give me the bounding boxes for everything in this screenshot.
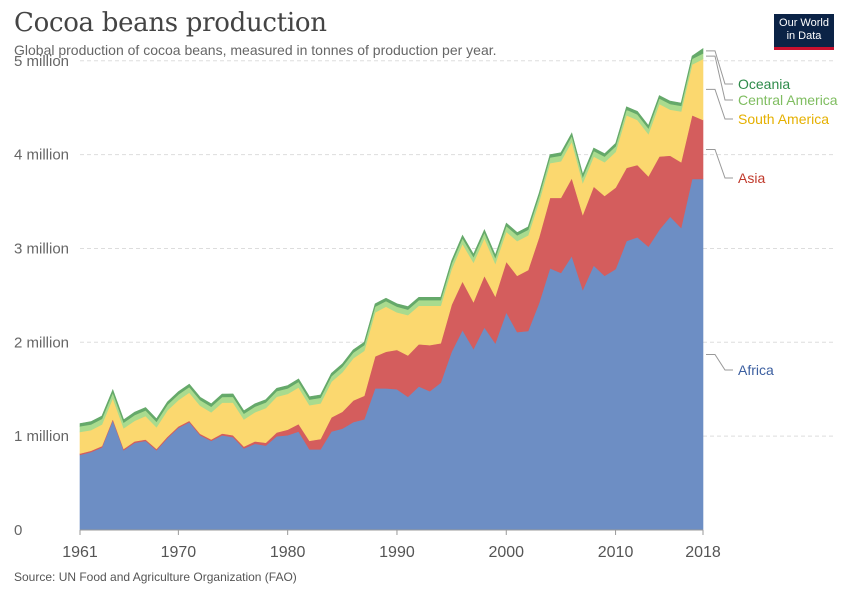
y-tick-label: 0	[14, 522, 22, 539]
y-tick-label: 3 million	[14, 240, 69, 257]
axes: 0 1 million 2 million 3 million 4 million 5 m…	[14, 53, 721, 561]
series-label-oceania: Oceania	[738, 76, 790, 92]
x-tick-label: 1970	[161, 544, 197, 561]
x-tick-label: 2010	[598, 544, 634, 561]
chart-title: Cocoa beans production	[14, 8, 327, 38]
series-label-asia: Asia	[738, 170, 765, 186]
series-leader-line	[706, 354, 733, 371]
area-oceania	[79, 48, 704, 427]
series-leader-line	[706, 149, 733, 179]
x-tick-label: 1980	[270, 544, 306, 561]
y-tick-label: 2 million	[14, 334, 69, 351]
logo-line-2: in Data	[786, 30, 822, 42]
y-tick-label: 5 million	[14, 53, 69, 70]
x-tick-label: 1961	[62, 544, 98, 561]
owid-logo[interactable]: Our World in Data	[774, 14, 834, 50]
series-label-central-america: Central America	[738, 92, 838, 108]
chart-subtitle: Global production of cocoa beans, measur…	[14, 42, 497, 58]
area-series-layer	[79, 48, 704, 531]
series-leader-line	[706, 50, 733, 85]
x-tick-label: 1990	[379, 544, 415, 561]
x-tick-label: 2018	[685, 544, 721, 561]
y-tick-label: 4 million	[14, 147, 69, 164]
series-label-africa: Africa	[738, 362, 774, 378]
series-leader-line	[706, 55, 733, 101]
logo-line-1: Our World	[779, 17, 829, 29]
series-leader-line	[706, 88, 733, 120]
y-tick-label: 1 million	[14, 428, 69, 445]
series-labels: Africa Asia South America Central AmericaOc…	[706, 50, 838, 378]
x-tick-label: 2000	[488, 544, 524, 561]
series-label-south-america: South America	[738, 111, 829, 127]
source-note: Source: UN Food and Agriculture Organiza…	[14, 570, 297, 584]
